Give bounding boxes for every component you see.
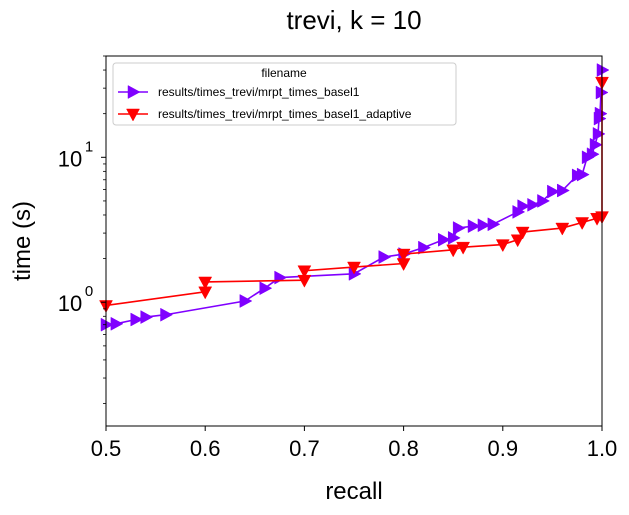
data-point xyxy=(160,307,174,322)
data-point xyxy=(378,250,392,264)
data-point xyxy=(274,270,288,285)
data-point xyxy=(438,232,451,247)
data-point xyxy=(239,294,253,308)
y-tick-exponent: 1 xyxy=(85,138,93,155)
legend-entry: results/times_trevi/mrpt_times_basel1 xyxy=(118,85,360,99)
data-point xyxy=(140,310,154,325)
legend-label: results/times_trevi/mrpt_times_basel1 xyxy=(158,85,360,99)
data-point xyxy=(575,217,590,231)
x-axis-label: recall xyxy=(325,478,382,505)
x-axis: 0.5 0.6 0.7 0.8 0.9 1.0 xyxy=(91,426,618,461)
data-point xyxy=(527,197,541,212)
data-point xyxy=(110,316,124,331)
plot-area xyxy=(99,55,610,427)
axes-frame xyxy=(105,55,603,427)
data-point xyxy=(467,219,481,234)
legend-swatch-marker xyxy=(126,108,140,122)
legend: filename results/times_trevi/mrpt_times_… xyxy=(112,62,457,126)
data-point xyxy=(515,226,530,240)
legend-swatch-marker xyxy=(127,85,141,99)
data-point xyxy=(576,167,590,182)
data-point xyxy=(517,199,531,214)
data-point xyxy=(594,106,608,121)
y-tick-exponent: 0 xyxy=(85,283,93,300)
data-point xyxy=(456,241,471,255)
y-tick-label: 10 xyxy=(58,291,82,316)
data-point xyxy=(297,265,312,279)
data-point xyxy=(259,281,273,296)
data-point xyxy=(130,312,144,327)
x-tick-label: 0.7 xyxy=(289,436,320,461)
data-point xyxy=(537,194,551,208)
data-point xyxy=(477,218,491,233)
data-point xyxy=(452,221,466,235)
chart-title: trevi, k = 10 xyxy=(286,5,421,35)
legend-title: filename xyxy=(261,66,307,80)
data-point xyxy=(100,317,114,332)
data-point xyxy=(446,244,461,258)
data-point xyxy=(487,217,501,232)
data-point xyxy=(555,222,570,236)
legend-label: results/times_trevi/mrpt_times_basel1_ad… xyxy=(158,107,412,121)
legend-entry: results/times_trevi/mrpt_times_basel1_ad… xyxy=(118,107,412,122)
data-point xyxy=(447,230,461,245)
data-point xyxy=(347,261,361,275)
x-tick-label: 0.5 xyxy=(91,436,122,461)
x-tick-label: 0.6 xyxy=(190,436,221,461)
data-point xyxy=(547,184,560,199)
x-tick-label: 0.9 xyxy=(488,436,519,461)
data-point xyxy=(418,240,431,255)
data-point xyxy=(198,276,213,290)
data-point xyxy=(396,248,411,262)
y-tick-label: 10 xyxy=(58,146,82,171)
data-point xyxy=(557,183,570,198)
data-point xyxy=(510,234,525,248)
data-point xyxy=(592,126,606,141)
y-tick-base: 10 xyxy=(58,146,82,171)
legend-box xyxy=(112,62,457,126)
x-tick-label: 0.8 xyxy=(388,436,419,461)
data-point xyxy=(495,239,510,253)
y-axis-label: time (s) xyxy=(9,201,36,281)
y-tick-base: 10 xyxy=(58,291,82,316)
data-point xyxy=(589,137,603,152)
x-tick-label: 1.0 xyxy=(587,436,618,461)
data-point xyxy=(596,63,610,77)
